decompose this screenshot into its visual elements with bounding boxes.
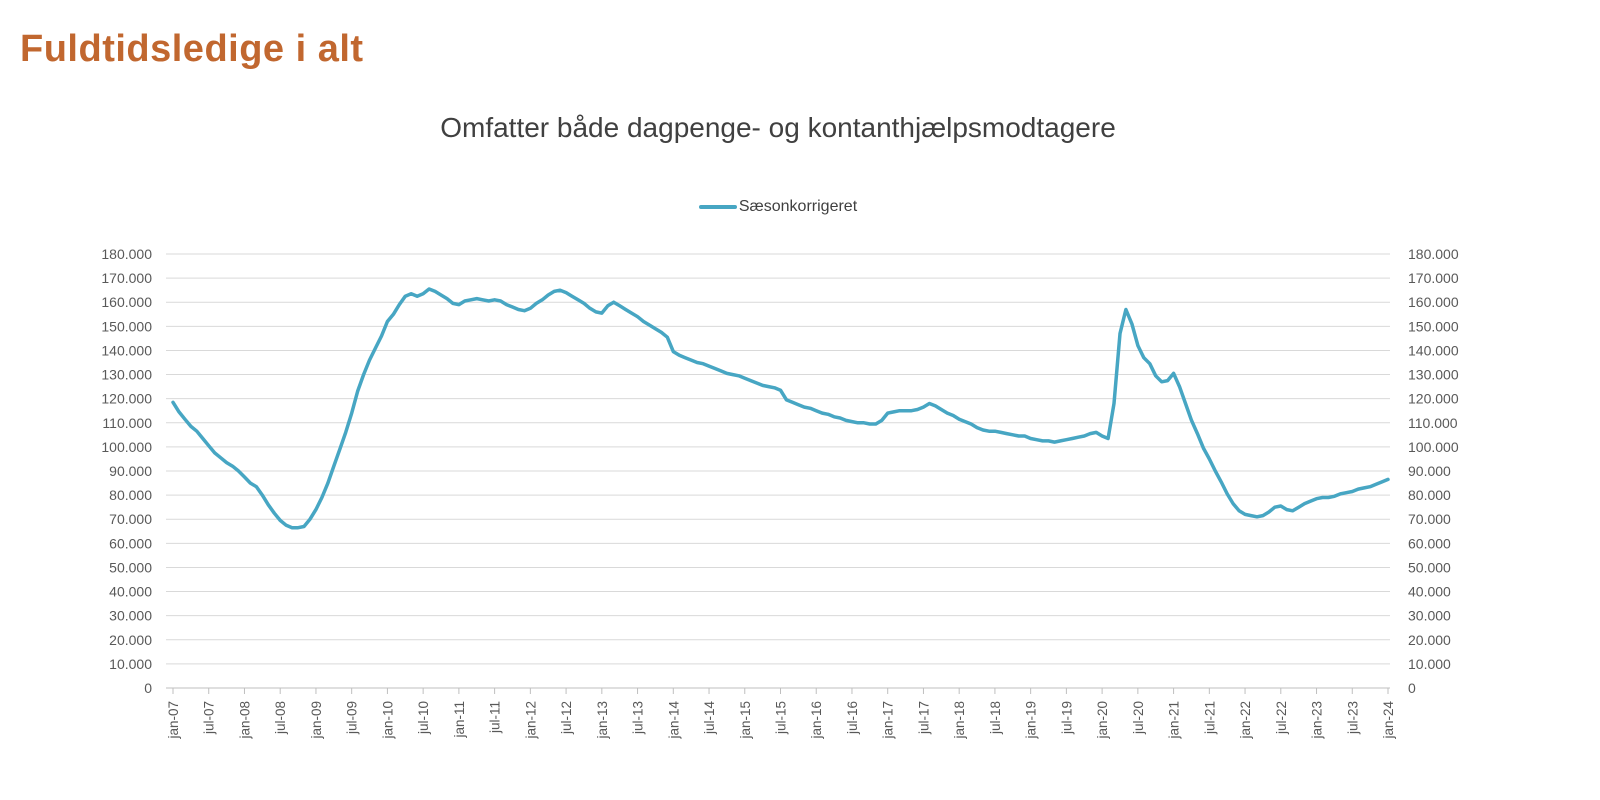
x-tick-label: jan-09 — [309, 701, 324, 740]
x-tick-label: jul-16 — [845, 701, 860, 735]
y-tick-label-left: 40.000 — [109, 584, 152, 600]
y-tick-label-right: 100.000 — [1408, 439, 1459, 455]
y-tick-label-right: 120.000 — [1408, 391, 1459, 407]
y-tick-label-right: 160.000 — [1408, 294, 1459, 310]
x-tick-label: jul-10 — [416, 701, 431, 735]
x-tick-label: jan-18 — [952, 701, 967, 740]
y-tick-label-right: 60.000 — [1408, 535, 1451, 551]
y-tick-label-right: 140.000 — [1408, 342, 1459, 358]
y-tick-label-right: 30.000 — [1408, 608, 1451, 624]
y-tick-label-right: 0 — [1408, 680, 1416, 696]
y-tick-label-left: 20.000 — [109, 632, 152, 648]
x-tick-label: jan-21 — [1167, 701, 1182, 740]
y-tick-label-left: 60.000 — [109, 535, 152, 551]
x-tick-label: jan-19 — [1024, 701, 1039, 740]
x-tick-label: jul-13 — [631, 701, 646, 735]
x-tick-label: jul-12 — [559, 701, 574, 735]
x-tick-label: jan-15 — [738, 701, 753, 740]
x-tick-label: jul-15 — [774, 701, 789, 735]
x-tick-label: jan-14 — [666, 701, 681, 740]
y-tick-label-left: 130.000 — [101, 367, 152, 383]
x-tick-label: jan-16 — [809, 701, 824, 740]
x-tick-label: jan-24 — [1381, 701, 1396, 740]
y-tick-label-left: 10.000 — [109, 656, 152, 672]
y-tick-label-right: 150.000 — [1408, 318, 1459, 334]
x-tick-label: jul-18 — [988, 701, 1003, 735]
x-tick-label: jul-21 — [1202, 701, 1217, 735]
y-tick-label-right: 170.000 — [1408, 270, 1459, 286]
y-tick-label-right: 70.000 — [1408, 511, 1451, 527]
y-tick-label-left: 30.000 — [109, 608, 152, 624]
x-tick-label: jul-19 — [1059, 701, 1074, 735]
x-tick-label: jul-17 — [916, 701, 931, 735]
x-tick-label: jan-17 — [881, 701, 896, 740]
x-tick-label: jul-23 — [1345, 701, 1360, 735]
y-tick-label-right: 50.000 — [1408, 559, 1451, 575]
y-tick-label-left: 170.000 — [101, 270, 152, 286]
x-tick-label: jul-14 — [702, 701, 717, 736]
y-tick-label-left: 160.000 — [101, 294, 152, 310]
y-tick-label-right: 10.000 — [1408, 656, 1451, 672]
y-tick-label-right: 180.000 — [1408, 246, 1459, 262]
x-tick-label: jul-22 — [1274, 701, 1289, 735]
x-tick-label: jan-13 — [595, 701, 610, 740]
x-tick-label: jan-07 — [166, 701, 181, 740]
x-tick-label: jan-10 — [380, 701, 395, 740]
y-tick-label-right: 20.000 — [1408, 632, 1451, 648]
y-tick-label-left: 80.000 — [109, 487, 152, 503]
y-tick-label-left: 120.000 — [101, 391, 152, 407]
y-tick-label-left: 100.000 — [101, 439, 152, 455]
x-tick-label: jan-12 — [523, 701, 538, 740]
y-tick-label-right: 110.000 — [1408, 415, 1458, 431]
y-tick-label-right: 130.000 — [1408, 367, 1459, 383]
x-tick-label: jan-20 — [1095, 701, 1110, 740]
series-line-saesonkorrigeret — [171, 287, 1390, 530]
y-tick-label-left: 0 — [144, 680, 152, 696]
x-tick-label: jan-23 — [1310, 701, 1325, 740]
y-tick-label-left: 50.000 — [109, 559, 152, 575]
x-tick-label: jan-22 — [1238, 701, 1253, 740]
y-tick-label-left: 180.000 — [101, 246, 152, 262]
chart-legend: Sæsonkorrigeret — [166, 198, 1390, 216]
y-tick-label-left: 90.000 — [109, 463, 152, 479]
y-tick-label-left: 150.000 — [101, 318, 152, 334]
x-tick-label: jul-20 — [1131, 701, 1146, 735]
y-tick-label-right: 40.000 — [1408, 584, 1451, 600]
y-tick-label-right: 90.000 — [1408, 463, 1451, 479]
legend-series-label: Sæsonkorrigeret — [738, 198, 858, 215]
x-tick-label: jul-08 — [273, 701, 288, 735]
page-title: Fuldtidsledige i alt — [20, 28, 364, 70]
x-tick-label: jul-09 — [345, 701, 360, 735]
x-tick-label: jan-08 — [237, 701, 252, 740]
legend-line-swatch — [698, 205, 737, 209]
y-tick-label-left: 140.000 — [101, 342, 152, 358]
x-tick-label: jan-11 — [452, 701, 467, 739]
y-tick-label-left: 70.000 — [109, 511, 152, 527]
y-tick-label-right: 80.000 — [1408, 487, 1451, 503]
x-tick-label: jul-11 — [488, 701, 503, 734]
y-tick-label-left: 110.000 — [102, 415, 152, 431]
chart-subtitle: Omfatter både dagpenge- og kontanthjælps… — [440, 112, 1116, 143]
x-tick-label: jul-07 — [202, 701, 217, 735]
